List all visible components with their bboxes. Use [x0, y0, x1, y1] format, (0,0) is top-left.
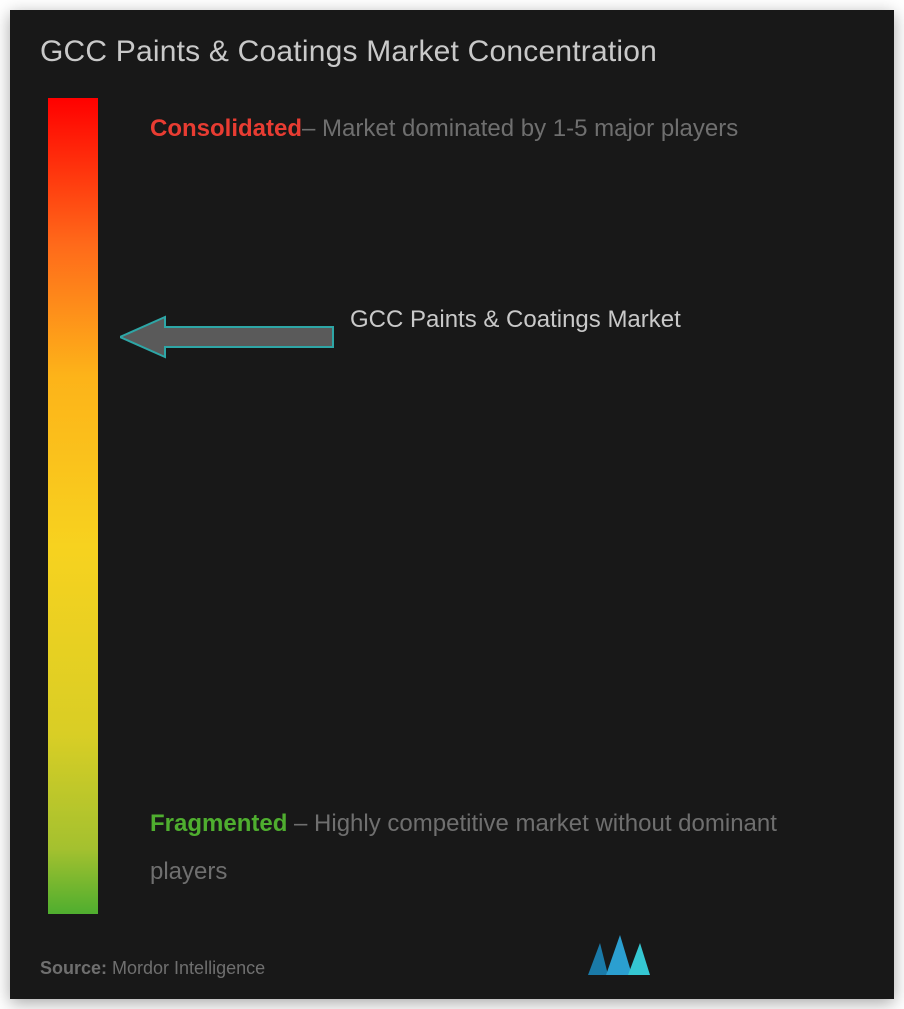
infographic-card: GCC Paints & Coatings Market Concentrati… — [10, 10, 894, 999]
chart-title: GCC Paints & Coatings Market Concentrati… — [40, 35, 657, 69]
fragmented-description: Fragmented – Highly competitive market w… — [150, 800, 830, 896]
marker-arrow — [120, 313, 335, 361]
marker-label: GCC Paints & Coatings Market — [350, 303, 730, 337]
consolidated-description: Consolidated– Market dominated by 1-5 ma… — [150, 105, 810, 153]
source-attribution: Source: Mordor Intelligence — [40, 958, 265, 979]
mordor-logo-icon — [584, 929, 654, 979]
concentration-gradient-bar — [48, 98, 98, 914]
fragmented-label: Fragmented — [150, 810, 287, 837]
consolidated-label: Consolidated — [150, 115, 302, 142]
source-value: Mordor Intelligence — [107, 958, 265, 978]
source-label: Source: — [40, 958, 107, 978]
consolidated-text: – Market dominated by 1-5 major players — [302, 115, 738, 142]
